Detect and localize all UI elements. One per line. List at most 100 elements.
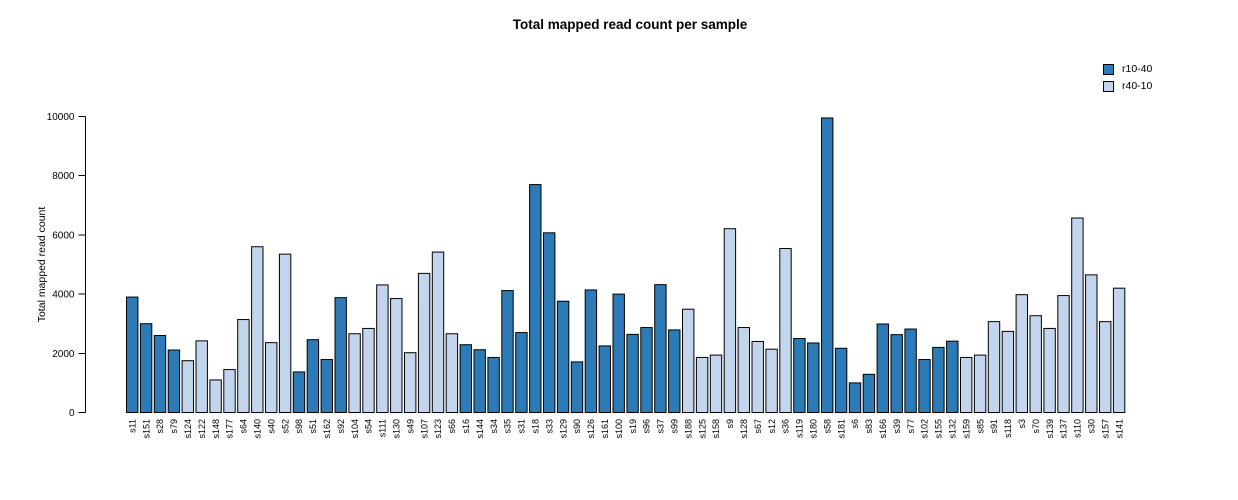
bar-s98	[292, 371, 306, 413]
y-tick-label: 2000	[52, 349, 75, 360]
x-tick-label-s77: s77	[906, 419, 916, 434]
x-tick-label-s129: s129	[558, 419, 568, 439]
bar-s30	[1085, 274, 1098, 413]
bar-s91	[987, 321, 1001, 413]
bar-s144	[473, 349, 486, 413]
x-tick-label-s49: s49	[405, 419, 415, 434]
bar-s37	[654, 284, 667, 413]
x-tick-label-s180: s180	[809, 419, 819, 439]
x-tick-label-s128: s128	[739, 419, 749, 439]
bar-s118	[1001, 330, 1015, 413]
x-tick-label-s39: s39	[892, 419, 902, 434]
bar-s58	[821, 117, 834, 413]
bar-s188	[682, 308, 695, 414]
legend-item-r10-40: r10-40	[1103, 61, 1152, 78]
x-tick-label-s130: s130	[392, 419, 402, 439]
bar-s67	[751, 340, 764, 413]
bar-s28	[153, 335, 167, 414]
bar-s39	[890, 334, 903, 414]
bar-s161	[598, 345, 611, 413]
x-tick-label-s124: s124	[183, 419, 193, 439]
x-tick-label-s162: s162	[322, 419, 332, 439]
y-tick-label: 10000	[47, 112, 75, 123]
x-tick-label-s161: s161	[600, 419, 610, 439]
x-tick-label-s107: s107	[419, 419, 429, 439]
x-tick-label-s16: s16	[461, 419, 471, 434]
bar-s16	[459, 344, 473, 413]
bar-s92	[334, 297, 347, 414]
x-tick-label-s144: s144	[475, 419, 485, 439]
bar-s64	[237, 319, 250, 413]
bar-s83	[862, 373, 876, 414]
bar-s125	[695, 356, 709, 413]
y-tick-label: 4000	[52, 290, 75, 301]
x-tick-label-s140: s140	[253, 419, 263, 439]
x-tick-label-s92: s92	[336, 419, 346, 434]
x-tick-label-s12: s12	[767, 419, 777, 434]
bar-s158	[709, 354, 723, 413]
x-tick-label-s110: s110	[1073, 419, 1083, 438]
bar-s123	[431, 251, 445, 413]
bar-s54	[362, 327, 375, 414]
bar-s34	[487, 356, 500, 413]
x-tick-label-s148: s148	[211, 419, 221, 439]
x-tick-label-s123: s123	[433, 419, 443, 439]
bar-s6	[848, 382, 862, 413]
bar-s49	[404, 352, 417, 414]
bar-s151	[139, 323, 153, 414]
x-tick-label-s119: s119	[795, 419, 805, 438]
x-tick-label-s166: s166	[878, 419, 888, 439]
x-tick-label-s118: s118	[1003, 419, 1013, 438]
bar-s99	[668, 329, 681, 413]
bar-s110	[1071, 217, 1084, 413]
bar-s40	[265, 342, 278, 414]
bar-s137	[1057, 295, 1070, 413]
bar-s148	[209, 379, 222, 414]
bar-s12	[765, 348, 778, 414]
x-tick-label-s126: s126	[586, 419, 596, 439]
bar-s77	[904, 328, 917, 414]
bar-s122	[195, 340, 208, 414]
y-tick-label: 8000	[52, 171, 75, 182]
bar-s70	[1029, 315, 1042, 414]
bar-s140	[251, 246, 264, 413]
bar-s3	[1015, 294, 1028, 413]
bar-s102	[918, 359, 931, 413]
bar-s126	[584, 289, 598, 413]
x-tick-label-s3: s3	[1017, 419, 1027, 429]
bar-s111	[376, 284, 389, 414]
bar-s155	[932, 346, 945, 414]
x-tick-label-s188: s188	[683, 419, 693, 439]
x-tick-label-s102: s102	[920, 419, 930, 439]
bar-s100	[612, 293, 625, 414]
x-tick-label-s157: s157	[1100, 419, 1110, 439]
bar-s128	[737, 327, 750, 414]
bar-s11	[126, 296, 139, 413]
bar-s85	[973, 354, 987, 413]
bar-s166	[876, 323, 889, 413]
bar-s36	[779, 248, 792, 413]
bar-s129	[556, 300, 570, 414]
x-tick-label-s67: s67	[753, 419, 763, 434]
x-tick-label-s99: s99	[670, 419, 680, 434]
x-tick-label-s37: s37	[656, 419, 666, 434]
x-tick-label-s91: s91	[989, 419, 999, 434]
x-tick-label-s79: s79	[169, 419, 179, 434]
bar-s66	[445, 333, 459, 414]
x-tick-label-s122: s122	[197, 419, 207, 439]
x-tick-label-s58: s58	[822, 419, 832, 434]
x-tick-label-s125: s125	[697, 419, 707, 439]
x-tick-label-s33: s33	[544, 419, 554, 434]
bar-s181	[834, 347, 848, 414]
x-tick-label-s139: s139	[1045, 419, 1055, 439]
x-tick-label-s132: s132	[948, 419, 958, 439]
bar-s104	[348, 333, 361, 414]
legend-swatch-r40-10	[1103, 81, 1114, 92]
x-tick-label-s98: s98	[294, 419, 304, 434]
x-tick-label-s35: s35	[503, 419, 513, 434]
bar-s51	[306, 339, 320, 413]
x-tick-label-s52: s52	[280, 419, 290, 434]
x-tick-label-s104: s104	[350, 419, 360, 439]
